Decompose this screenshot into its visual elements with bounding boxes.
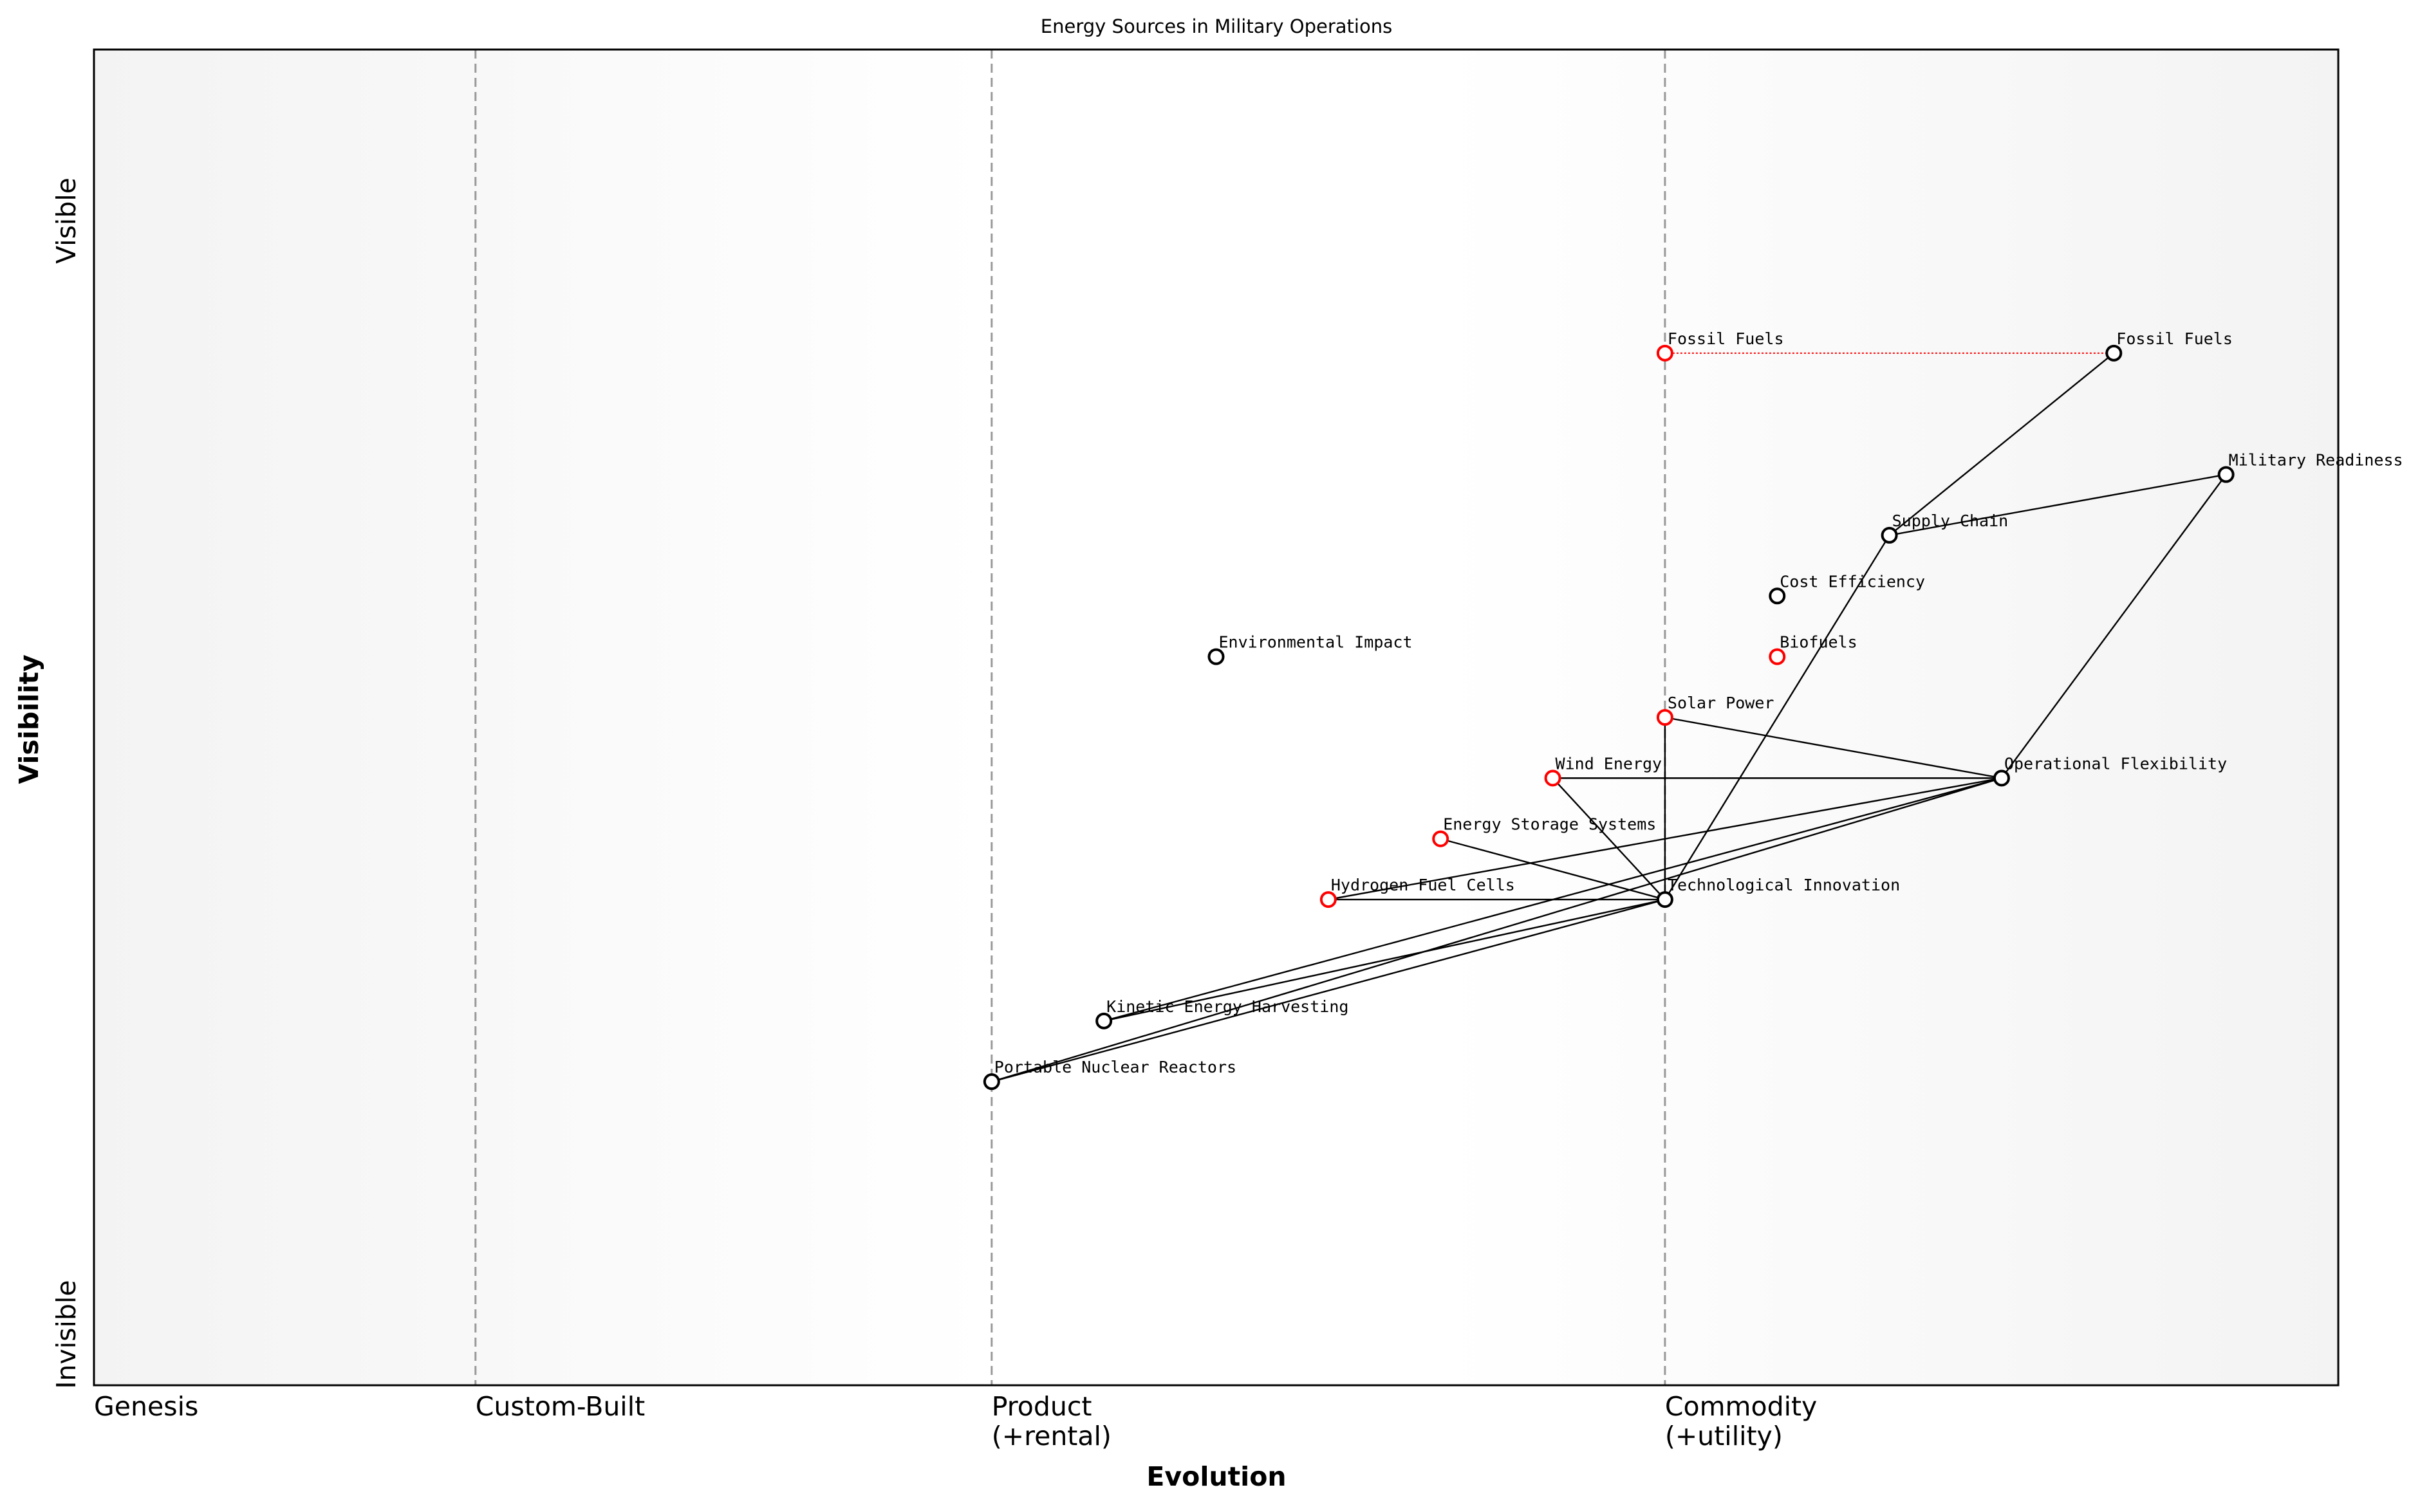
component-label: Technological Innovation: [1668, 876, 1900, 894]
component-label: Cost Efficiency: [1780, 572, 1925, 591]
component-label: Fossil Fuels: [1668, 329, 1784, 348]
component: [983, 1073, 1000, 1091]
link: [991, 898, 1666, 1083]
link: [1889, 474, 2226, 537]
stage-label: Custom-Built: [475, 1391, 646, 1422]
component: [2217, 466, 2235, 483]
link: [1888, 352, 2115, 536]
link: [1552, 777, 1666, 900]
component: [1319, 891, 1337, 908]
link: [1664, 535, 1890, 900]
component: [1432, 830, 1449, 847]
y-bottom-label: Invisible: [51, 1280, 82, 1388]
component: [1769, 587, 1786, 605]
link: [2000, 474, 2227, 779]
component: [1769, 648, 1786, 665]
component: [1656, 344, 1673, 362]
link: [1664, 716, 2002, 779]
component-label: Wind Energy: [1556, 754, 1662, 773]
component: [1207, 648, 1225, 665]
component-label: Environmental Impact: [1219, 633, 1413, 652]
component-label: Energy Storage Systems: [1443, 815, 1656, 834]
link: [991, 777, 2002, 1083]
stage-label: Genesis: [94, 1391, 199, 1422]
plot-frame: [93, 48, 2340, 1387]
component-label: Portable Nuclear Reactors: [994, 1058, 1236, 1076]
component: [1544, 770, 1561, 787]
component: [1656, 891, 1673, 908]
stage-label: Product (+rental): [991, 1391, 1112, 1452]
stage-label: Commodity (+utility): [1664, 1391, 1818, 1452]
component: [1656, 709, 1673, 726]
component-label: Supply Chain: [1892, 512, 2009, 530]
component: [1881, 526, 1898, 544]
y-top-label: Visible: [51, 178, 82, 264]
component: [2105, 344, 2123, 362]
component: [1095, 1012, 1113, 1029]
component-label: Operational Flexibility: [2004, 754, 2227, 773]
component-label: Kinetic Energy Harvesting: [1106, 997, 1348, 1016]
component-label: Fossil Fuels: [2116, 329, 2233, 348]
component-label: Military Readiness: [2229, 451, 2403, 470]
link: [1328, 777, 2002, 901]
component: [1993, 770, 2010, 787]
map-title: Energy Sources in Military Operations: [1041, 15, 1392, 37]
component-label: Solar Power: [1668, 694, 1774, 712]
component-label: Hydrogen Fuel Cells: [1331, 876, 1515, 894]
link: [1440, 838, 1666, 901]
link: [1103, 777, 2002, 1022]
y-axis-title: Visibility: [14, 654, 44, 784]
x-axis-title: Evolution: [1146, 1461, 1286, 1492]
plot-background: [94, 50, 2338, 1385]
component-label: Biofuels: [1780, 633, 1857, 652]
link: [1103, 898, 1666, 1022]
